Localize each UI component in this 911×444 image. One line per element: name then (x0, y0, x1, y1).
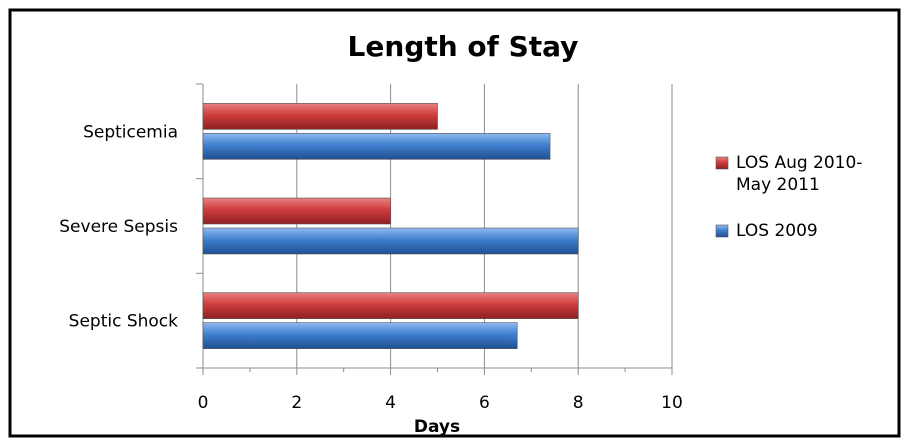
x-tick-label: 10 (661, 393, 683, 413)
x-tick-label: 2 (291, 393, 302, 413)
x-tick-label: 8 (573, 393, 584, 413)
legend-swatch (715, 224, 729, 238)
bars (202, 103, 579, 349)
category-label: Septicemia (83, 122, 178, 142)
bar (202, 197, 391, 225)
legend-swatch (715, 156, 729, 170)
chart-title: Length of Stay (348, 30, 579, 63)
chart-frame (8, 8, 901, 438)
bar (202, 227, 579, 255)
bar (202, 103, 438, 130)
bar (202, 292, 579, 319)
legend: LOS Aug 2010-May 2011 LOS 2009 (715, 153, 862, 241)
axes (196, 83, 673, 375)
x-axis-label: Days (414, 417, 460, 437)
legend-label: LOS Aug 2010-May 2011 (736, 153, 862, 195)
category-labels: Septicemia Severe Sepsis Septic Shock (59, 122, 178, 331)
bar (202, 322, 518, 349)
category-label: Septic Shock (69, 312, 178, 332)
bar (202, 133, 551, 160)
gridlines (296, 84, 673, 368)
tick-labels: 0 2 4 6 8 10 (198, 393, 683, 413)
x-tick-label: 4 (385, 393, 396, 413)
category-label: Severe Sepsis (59, 217, 178, 237)
x-tick-label: 6 (479, 393, 490, 413)
legend-label: LOS 2009 (736, 221, 818, 241)
x-tick-label: 0 (198, 393, 209, 413)
